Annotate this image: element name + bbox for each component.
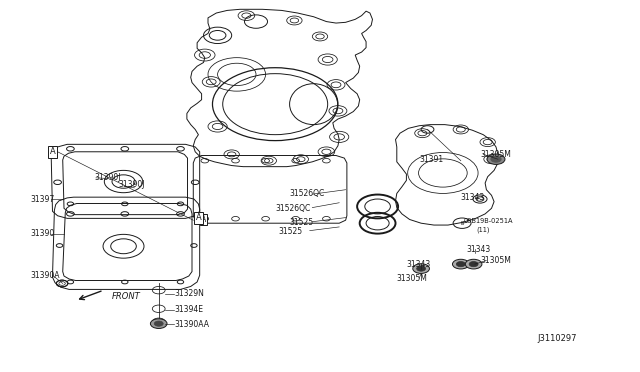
Text: A: A: [196, 214, 201, 222]
Text: 31343: 31343: [466, 245, 490, 254]
Circle shape: [469, 262, 478, 267]
Text: 31329N: 31329N: [174, 289, 204, 298]
Text: J3110297: J3110297: [538, 334, 577, 343]
Circle shape: [150, 319, 167, 328]
Text: 31526QC: 31526QC: [289, 189, 324, 198]
Text: 31343: 31343: [406, 260, 431, 269]
Text: 31390A: 31390A: [31, 271, 60, 280]
Text: 31390J: 31390J: [95, 173, 121, 182]
Text: 31390AA: 31390AA: [174, 320, 209, 329]
Text: 31390: 31390: [31, 229, 55, 238]
Text: 31525: 31525: [289, 218, 314, 227]
Circle shape: [456, 262, 465, 267]
Text: A: A: [201, 215, 206, 224]
Text: 31525: 31525: [278, 227, 303, 236]
Circle shape: [154, 321, 163, 326]
Text: 31397: 31397: [31, 195, 55, 203]
Text: FRONT: FRONT: [112, 292, 141, 301]
Text: B: B: [460, 221, 464, 226]
Text: 31305M: 31305M: [480, 150, 511, 159]
Text: 31343: 31343: [461, 193, 485, 202]
Text: 31394E: 31394E: [174, 305, 203, 314]
Circle shape: [487, 154, 505, 164]
Text: 00B19B-0251A: 00B19B-0251A: [464, 218, 513, 224]
Circle shape: [452, 259, 469, 269]
Text: A: A: [50, 147, 55, 156]
Circle shape: [417, 266, 426, 271]
Text: 31526QC: 31526QC: [275, 204, 310, 213]
Circle shape: [491, 156, 501, 162]
Text: 31390J: 31390J: [118, 180, 145, 189]
Text: 31305M: 31305M: [397, 274, 428, 283]
Text: (11): (11): [477, 227, 490, 233]
Text: 31391: 31391: [419, 155, 444, 164]
Circle shape: [413, 264, 429, 273]
Text: 31305M: 31305M: [480, 256, 511, 265]
Circle shape: [465, 259, 482, 269]
